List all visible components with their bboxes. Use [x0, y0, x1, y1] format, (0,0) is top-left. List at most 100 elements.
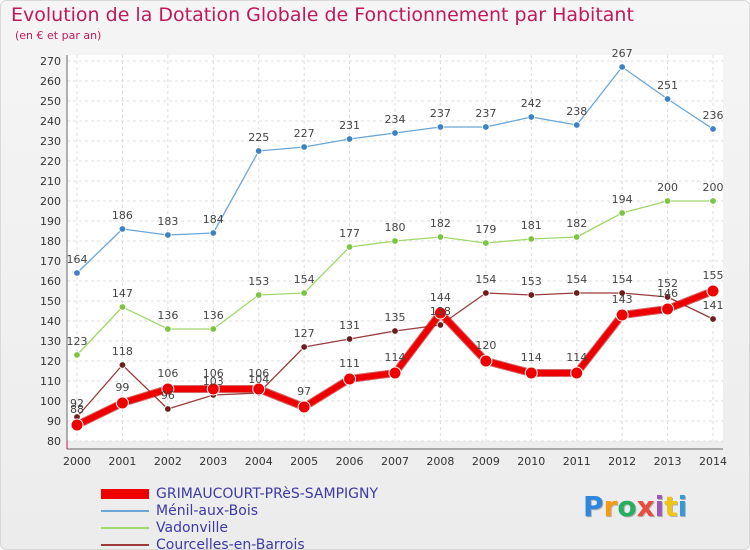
data-label: 183 — [157, 215, 178, 228]
data-point — [343, 372, 357, 386]
y-tick-label: 180 — [40, 235, 61, 248]
data-label: 138 — [430, 305, 451, 318]
data-label: 194 — [612, 193, 633, 206]
data-label: 234 — [385, 113, 406, 126]
data-label: 88 — [70, 403, 84, 416]
data-point — [661, 302, 675, 316]
y-tick-label: 170 — [40, 255, 61, 268]
data-label: 182 — [430, 217, 451, 230]
data-label: 106 — [203, 367, 224, 380]
x-tick-label: 2004 — [245, 455, 273, 468]
data-label: 182 — [566, 217, 587, 230]
data-label: 143 — [612, 293, 633, 306]
data-point — [615, 308, 629, 322]
y-tick-label: 150 — [40, 295, 61, 308]
data-point — [573, 289, 581, 297]
data-point — [73, 351, 81, 359]
x-tick-label: 2012 — [608, 455, 636, 468]
data-point — [209, 325, 217, 333]
data-point — [663, 293, 672, 301]
data-label: 144 — [430, 291, 451, 304]
data-label: 164 — [67, 253, 88, 266]
x-tick-label: 2008 — [426, 455, 454, 468]
data-label: 154 — [566, 273, 587, 286]
data-label: 153 — [521, 275, 542, 288]
data-label: 131 — [339, 319, 360, 332]
data-point — [161, 382, 175, 396]
x-tick-label: 2003 — [199, 455, 227, 468]
y-tick-label: 140 — [40, 315, 61, 328]
data-label: 118 — [112, 345, 133, 358]
data-point — [436, 233, 445, 241]
data-label: 237 — [475, 107, 496, 120]
data-point — [573, 233, 581, 241]
data-point — [252, 382, 266, 396]
data-label: 225 — [248, 131, 269, 144]
y-tick-label: 260 — [40, 75, 61, 88]
data-point — [391, 327, 399, 335]
legend-swatch — [101, 526, 149, 529]
data-label: 96 — [161, 389, 175, 402]
x-tick-label: 2013 — [654, 455, 682, 468]
y-tick-label: 160 — [40, 275, 61, 288]
data-label: 146 — [657, 287, 678, 300]
legend-item: GRIMAUCOURT-PRèS-SAMPIGNY — [101, 485, 378, 502]
x-tick-label: 2009 — [472, 455, 500, 468]
data-label: 103 — [203, 375, 224, 388]
data-point — [618, 209, 626, 217]
y-tick-label: 110 — [40, 375, 61, 388]
data-point — [706, 284, 720, 298]
data-label: 153 — [248, 275, 269, 288]
data-label: 106 — [248, 367, 269, 380]
data-point — [118, 361, 127, 369]
data-point — [255, 291, 263, 299]
data-label: 99 — [115, 381, 129, 394]
data-point — [209, 229, 217, 237]
x-tick-label: 2005 — [290, 455, 318, 468]
data-label: 141 — [703, 299, 724, 312]
y-tick-label: 220 — [40, 155, 61, 168]
data-label: 120 — [475, 339, 496, 352]
y-tick-label: 120 — [40, 355, 61, 368]
data-label: 231 — [339, 119, 360, 132]
data-label: 181 — [521, 219, 542, 232]
y-tick-label: 240 — [40, 115, 61, 128]
data-point — [618, 289, 626, 297]
y-tick-label: 80 — [47, 435, 61, 448]
data-point — [118, 303, 127, 311]
data-label: 154 — [612, 273, 633, 286]
data-label: 127 — [294, 327, 315, 340]
data-label: 154 — [294, 273, 315, 286]
logo-letter: P — [583, 490, 604, 523]
data-label: 111 — [339, 357, 360, 370]
data-label: 152 — [657, 277, 678, 290]
data-point — [482, 123, 490, 131]
data-point — [524, 366, 538, 380]
legend-label: Vadonville — [156, 519, 228, 536]
data-label: 179 — [475, 223, 496, 236]
x-tick-label: 2007 — [381, 455, 409, 468]
logo-letter: x — [636, 490, 655, 523]
data-point — [527, 235, 535, 243]
data-point — [482, 289, 490, 297]
data-point — [115, 396, 129, 410]
logo-letter: i — [677, 490, 688, 523]
data-point — [573, 121, 581, 129]
data-point — [482, 239, 490, 247]
data-label: 155 — [703, 269, 724, 282]
data-point — [709, 197, 717, 205]
data-label: 104 — [248, 373, 269, 386]
data-label: 238 — [566, 105, 587, 118]
logo-letter: i — [654, 490, 665, 523]
data-label: 242 — [521, 97, 542, 110]
data-point — [70, 418, 84, 432]
x-tick-label: 2006 — [336, 455, 364, 468]
y-tick-label: 190 — [40, 215, 61, 228]
legend-swatch — [101, 509, 149, 512]
data-label: 200 — [657, 181, 678, 194]
data-label: 186 — [112, 209, 133, 222]
data-point — [345, 243, 354, 251]
legend-item: Courcelles-en-Barrois — [101, 536, 378, 549]
data-label: 135 — [385, 311, 406, 324]
